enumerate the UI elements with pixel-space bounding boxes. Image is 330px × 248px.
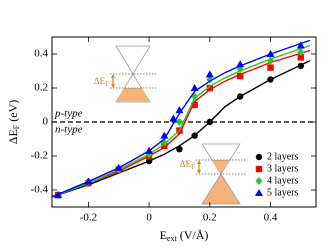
y-axis-label: ΔEF (eV) [6,100,21,144]
y-axis-label-main: ΔE [6,129,20,144]
point [54,191,63,199]
point [236,93,244,100]
legend-marker [255,165,263,173]
point [175,106,184,114]
y-tick-label: 0.2 [34,82,48,94]
inset-n-type: ΔEF [180,143,246,205]
point [191,132,198,139]
point [297,62,305,70]
point [114,163,123,171]
inset-label: ΔEF [180,159,195,171]
x-axis-label-main: E [160,228,167,242]
point [267,64,274,71]
point [190,84,199,91]
point [84,177,93,185]
inset-label-sub: F [105,80,109,88]
point [206,75,214,84]
legend-marker [255,177,263,185]
point [206,118,213,126]
y-axis-label-sub: F [12,124,21,129]
legend-label: 3 layers [267,163,298,174]
y-tick-label: 0.4 [34,48,48,60]
fit-line [52,39,311,198]
y-axis-label-unit: (eV) [6,100,20,125]
point [297,48,305,57]
point [206,84,213,92]
x-tick-label: -0.2 [80,212,97,224]
point [160,131,169,139]
y-tick-label: -0.2 [31,150,48,162]
point [236,72,244,80]
point [176,146,183,153]
x-axis-label-unit: (V/Å) [177,228,209,242]
point [266,50,275,57]
inset-label: ΔEF [94,76,109,88]
legend-label: 2 layers [267,151,298,162]
x-tick-label: 0.2 [203,212,217,224]
inset-p-type: ΔEF [94,45,156,103]
point [297,54,305,61]
plot-frame [51,36,317,208]
x-tick-label: 0.4 [264,212,278,224]
point [175,118,183,126]
point [236,60,245,68]
x-tick-label: 0 [146,212,152,224]
inset-label-sub: F [191,163,195,171]
legend-label: 5 layers [267,187,298,198]
fit-line [52,49,311,198]
point [145,157,153,165]
x-axis-label-sub: ext [167,234,178,243]
point [267,76,274,83]
y-tick-label: -0.4 [31,184,49,196]
point [145,146,154,154]
annotation: n-type [55,124,83,136]
annotation: p-type [54,108,83,120]
point [296,41,305,49]
legend-marker [255,153,263,161]
legend-marker [255,189,263,196]
x-axis-label: Eext (V/Å) [160,228,209,243]
inset-label-main: ΔE [180,159,192,169]
point [169,114,178,122]
point [266,56,274,65]
fit-line [52,60,311,198]
fit-line [52,44,311,198]
point [191,101,198,109]
y-tick-label: 0 [43,116,49,128]
inset-label-main: ΔE [94,76,106,86]
point [205,70,214,78]
legend-label: 4 layers [267,175,298,186]
